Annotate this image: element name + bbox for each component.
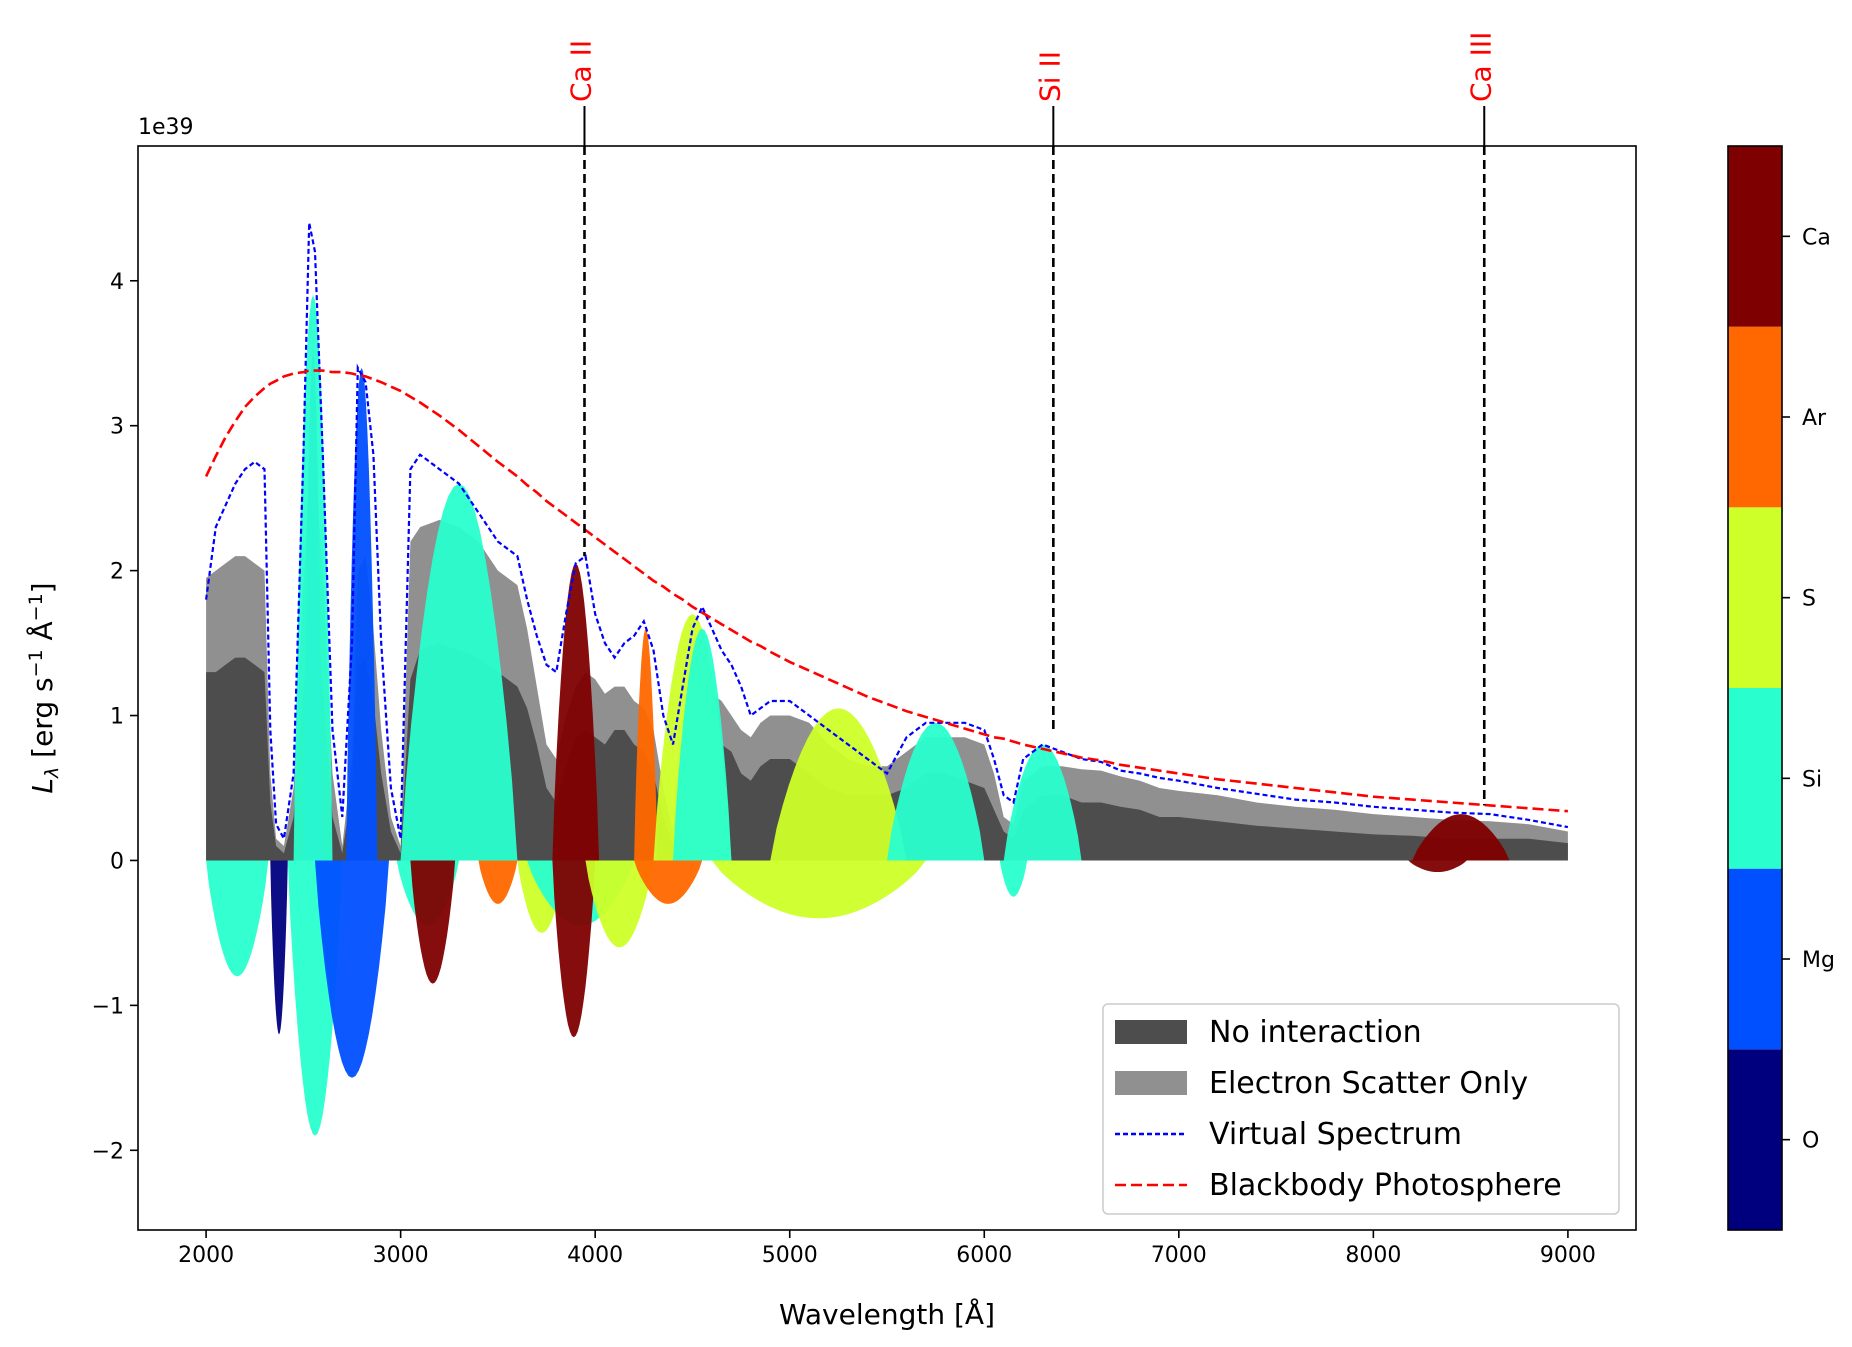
y-tick-label-4: 2 <box>110 560 124 585</box>
x-tick-label-2000: 2000 <box>178 1243 234 1268</box>
line-markers: Ca II Si II Ca III <box>564 32 1497 806</box>
emission-s-4900 <box>770 708 907 861</box>
legend-swatch-no-interaction <box>1115 1020 1187 1044</box>
emission-ca-8200 <box>1412 814 1510 861</box>
colorbar-frame <box>1727 145 1783 1231</box>
legend-swatch-electron-scatter-only <box>1115 1071 1187 1095</box>
x-tick-label-5000: 5000 <box>762 1243 818 1268</box>
y-label-unit-mid: Å <box>25 621 59 649</box>
colorbar-segment-ar <box>1728 326 1782 508</box>
colorbar-segment-si <box>1728 688 1782 869</box>
series-fills <box>206 469 1568 861</box>
y-tick-label-2: 0 <box>110 849 124 874</box>
emission-si-5500 <box>887 722 985 861</box>
emission-si-3000 <box>400 483 518 861</box>
y-tick-label-6: 4 <box>110 270 124 295</box>
absorption-ar-3400 <box>478 860 518 904</box>
axes: 2000 3000 4000 5000 6000 7000 8000 9000 −2 −1 0 1 2 3… <box>92 270 1596 1268</box>
plot-area: Ca II Si II Ca III <box>137 32 1637 1231</box>
colorbar-segment-o <box>1728 1049 1782 1230</box>
y-axis-label: Lλ [erg s−1 Å−1] <box>25 582 63 793</box>
colorbar: O Mg Si S Ar Ca <box>1727 145 1835 1231</box>
colorbar-label-ca: Ca <box>1802 225 1831 250</box>
emission-si-6100 <box>1003 744 1082 861</box>
y-label-subscript: λ <box>41 767 63 779</box>
legend-label-no-interaction: No interaction <box>1209 1015 1422 1050</box>
colorbar-label-o: O <box>1802 1129 1819 1154</box>
colorbar-label-ar: Ar <box>1802 406 1827 431</box>
colorbar-segment-ca <box>1728 146 1782 327</box>
legend-label-blackbody-photosphere: Blackbody Photosphere <box>1209 1168 1562 1203</box>
line-virtual-spectrum <box>205 222 1569 843</box>
legend-frame <box>1102 1003 1620 1215</box>
absorption-ar-4200 <box>634 860 703 904</box>
y-label-exp1: −1 <box>25 649 47 677</box>
colorbar-segment-s <box>1728 507 1782 688</box>
y-tick-label-0: −2 <box>92 1139 124 1164</box>
marker-label-ca-ii: Ca II <box>564 40 597 102</box>
marker-label-ca-iii: Ca III <box>1464 32 1497 102</box>
absorption-ca-8180 <box>1408 860 1467 872</box>
x-axis-label: Wavelength [Å] <box>779 1297 995 1331</box>
x-tick-label-9000: 9000 <box>1540 1243 1596 1268</box>
y-label-exp2: −1 <box>25 593 47 621</box>
y-tick-label-1: −1 <box>92 994 124 1019</box>
absorption-ca-3780 <box>552 860 596 1038</box>
absorption-si-6080 <box>999 860 1028 897</box>
x-tick-label-7000: 7000 <box>1151 1243 1207 1268</box>
absorption-o-2330 <box>270 860 288 1035</box>
y-tick-label-3: 1 <box>110 705 124 730</box>
emission-ca-3780 <box>552 563 600 861</box>
element-contributions <box>206 295 1510 1136</box>
absorption-s-3950 <box>585 860 654 948</box>
y-offset-text: 1e39 <box>138 115 194 140</box>
plot-frame <box>137 145 1637 1231</box>
y-label-unit-close: ] <box>26 582 59 593</box>
emission-ar-4200 <box>634 628 658 861</box>
y-label-unit-open: [erg s <box>26 677 59 766</box>
area-electron-scatter-only <box>206 469 1568 861</box>
absorption-mg-2560 <box>315 860 389 1078</box>
legend: No interaction Electron Scatter Only Virtu… <box>1102 1003 1620 1215</box>
area-no-interaction <box>206 635 1568 861</box>
absorption-si-2000 <box>206 860 269 977</box>
emission-si-4400 <box>673 628 732 861</box>
colorbar-label-si: Si <box>1802 767 1822 792</box>
legend-label-virtual-spectrum: Virtual Spectrum <box>1209 1117 1462 1152</box>
y-tick-label-5: 3 <box>110 415 124 440</box>
absorption-s-4600 <box>711 860 926 919</box>
colorbar-label-s: S <box>1802 587 1816 612</box>
x-tick-label-8000: 8000 <box>1345 1243 1401 1268</box>
colorbar-segment-mg <box>1728 868 1782 1050</box>
x-tick-label-4000: 4000 <box>567 1243 623 1268</box>
legend-label-electron-scatter-only: Electron Scatter Only <box>1209 1066 1528 1101</box>
absorption-ca-3050 <box>410 860 456 984</box>
line-blackbody-photosphere <box>204 369 1568 813</box>
x-tick-label-6000: 6000 <box>956 1243 1012 1268</box>
x-tick-label-3000: 3000 <box>373 1243 429 1268</box>
colorbar-label-mg: Mg <box>1802 948 1835 973</box>
marker-label-si-ii: Si II <box>1033 51 1066 102</box>
y-label-symbol: L <box>26 778 59 794</box>
series-lines <box>204 222 1569 843</box>
emission-mg-2720 <box>346 367 378 861</box>
